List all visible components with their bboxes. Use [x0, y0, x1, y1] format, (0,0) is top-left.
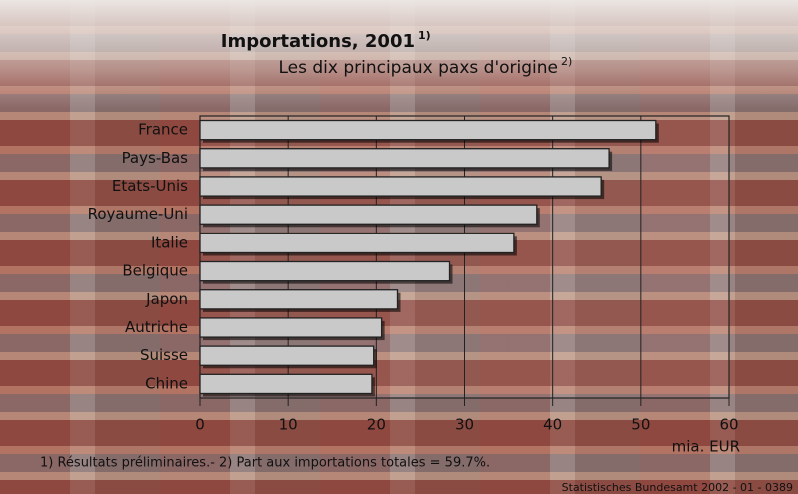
x-axis-label: mia. EUR [672, 438, 740, 456]
bar [199, 289, 399, 310]
y-tick-label: Etats-Unis [112, 177, 188, 195]
bar [199, 260, 451, 282]
title-note: 1) [418, 29, 431, 42]
x-tick-label: 0 [195, 416, 205, 434]
y-tick-label: Chine [145, 374, 188, 392]
chart-title: Importations, 2001 [221, 31, 415, 52]
bar [199, 204, 538, 225]
source: Statistisches Bundesamt 2002 - 01 - 0389 [562, 481, 793, 494]
x-tick-label: 30 [455, 416, 474, 434]
y-tick-label: Autriche [125, 318, 188, 336]
y-tick-label: Royaume-Uni [88, 205, 188, 223]
y-tick-label: Pays-Bas [122, 149, 189, 167]
y-tick-label: Suisse [140, 346, 188, 364]
y-tick-label: Italie [151, 233, 188, 251]
x-tick-label: 20 [367, 416, 386, 434]
y-tick-label: Japon [145, 290, 188, 308]
bar [199, 373, 373, 395]
bar [199, 232, 515, 254]
subtitle-note: 2) [561, 55, 572, 68]
bar [199, 148, 610, 169]
x-tick-label: 50 [631, 416, 650, 434]
footnote: 1) Résultats préliminaires.- 2) Part aux… [40, 456, 490, 471]
y-tick-label: Belgique [122, 262, 188, 280]
x-tick-label: 60 [719, 416, 738, 434]
bar [199, 345, 375, 366]
bar [199, 176, 602, 197]
bar [199, 317, 383, 338]
x-tick-label: 10 [279, 416, 298, 434]
chart-subtitle: Les dix principaux paxs d'origine [278, 58, 558, 78]
bar [199, 119, 657, 141]
y-tick-label: France [138, 121, 188, 139]
x-tick-label: 40 [543, 416, 562, 434]
